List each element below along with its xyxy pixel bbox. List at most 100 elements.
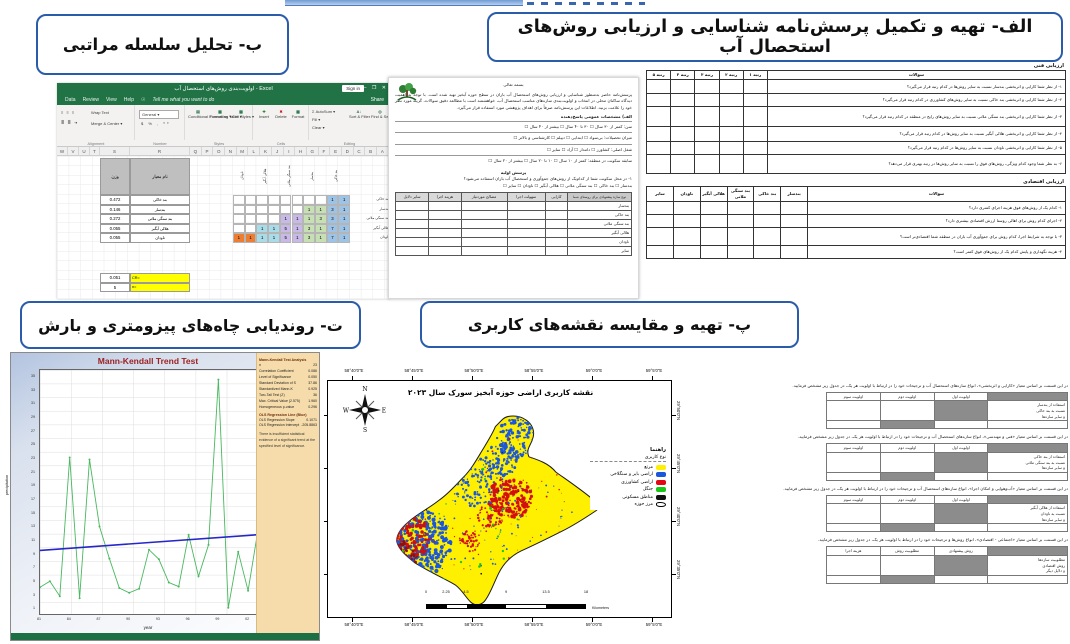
- answer-cell[interactable]: [753, 201, 782, 216]
- empty-cell[interactable]: [987, 574, 1068, 584]
- empty-cell[interactable]: [506, 210, 546, 221]
- empty-cell[interactable]: [506, 219, 546, 230]
- matrix-cell[interactable]: [233, 223, 245, 233]
- answer-cell[interactable]: [780, 214, 808, 229]
- empty-cell[interactable]: [879, 451, 935, 473]
- answer-cell[interactable]: [780, 227, 808, 247]
- align-icons[interactable]: ≡ ≡ ≡: [61, 110, 76, 115]
- matrix-cell[interactable]: [279, 204, 292, 214]
- empty-cell[interactable]: [544, 246, 569, 257]
- number-format-dropdown[interactable]: General ▾: [139, 110, 179, 119]
- matrix-cell[interactable]: 1: [268, 233, 280, 243]
- empty-cell[interactable]: [394, 201, 430, 212]
- empty-cell[interactable]: [544, 201, 569, 212]
- answer-cell[interactable]: [718, 154, 744, 175]
- answer-cell[interactable]: [780, 245, 808, 260]
- matrix-cell[interactable]: [268, 214, 280, 224]
- matrix-cell[interactable]: [268, 204, 280, 214]
- empty-cell[interactable]: [394, 210, 430, 221]
- column-header-G[interactable]: G: [307, 147, 319, 155]
- empty-cell[interactable]: [506, 201, 546, 212]
- empty-cell[interactable]: [460, 228, 508, 239]
- empty-cell[interactable]: [394, 228, 430, 239]
- column-header-Q[interactable]: Q: [190, 147, 202, 155]
- answer-cell[interactable]: [718, 93, 744, 108]
- number-format-icons[interactable]: $ % , ⁰⁰: [141, 121, 171, 126]
- matrix-cell[interactable]: 1: [291, 233, 304, 243]
- empty-cell[interactable]: [428, 237, 462, 248]
- empty-cell[interactable]: [544, 228, 569, 239]
- answer-cell[interactable]: [694, 154, 720, 175]
- empty-cell[interactable]: [826, 451, 881, 473]
- weight-value-cell[interactable]: 0.055: [100, 223, 130, 233]
- empty-cell[interactable]: [544, 219, 569, 230]
- empty-cell[interactable]: [879, 554, 935, 576]
- empty-cell[interactable]: [933, 420, 989, 430]
- answer-cell[interactable]: [780, 201, 808, 216]
- tab-data[interactable]: Data: [65, 97, 76, 103]
- empty-cell[interactable]: [506, 237, 546, 248]
- empty-cell[interactable]: [428, 228, 462, 239]
- answer-cell[interactable]: [718, 106, 744, 128]
- matrix-cell[interactable]: 5: [279, 223, 292, 233]
- empty-cell[interactable]: [987, 471, 1068, 481]
- column-header-K[interactable]: K: [260, 147, 272, 155]
- matrix-cell[interactable]: 1: [338, 195, 350, 205]
- matrix-cell[interactable]: [233, 195, 245, 205]
- answer-cell[interactable]: [699, 227, 728, 247]
- criteria-name-cell[interactable]: هلالی آبگیر: [130, 223, 190, 233]
- answer-cell[interactable]: [753, 245, 782, 260]
- matrix-cell[interactable]: [256, 204, 269, 214]
- column-header-T[interactable]: T: [90, 147, 100, 155]
- filled-cell[interactable]: [933, 554, 989, 576]
- answer-cell[interactable]: [718, 126, 744, 143]
- filled-cell[interactable]: [933, 451, 989, 473]
- sign-in-button[interactable]: Sign in: [342, 85, 364, 92]
- empty-cell[interactable]: [933, 523, 989, 533]
- form-row[interactable]: شغل اصلی: کشاورز ☐ دامدار ☐ آزاد ☐ سایر …: [395, 143, 632, 156]
- filled-cell[interactable]: [879, 574, 935, 584]
- column-header-D[interactable]: D: [342, 147, 354, 155]
- answer-cell[interactable]: [726, 201, 755, 216]
- answer-cell[interactable]: [672, 245, 701, 260]
- criteria-name-cell[interactable]: بند سنگی ملاتی: [130, 214, 190, 224]
- empty-cell[interactable]: [933, 574, 989, 584]
- matrix-cell[interactable]: [279, 195, 292, 205]
- column-header-L[interactable]: L: [248, 147, 261, 155]
- criteria-name-cell[interactable]: بند خاکی: [130, 195, 190, 205]
- spreadsheet-grid[interactable]: وزن نام معیار 0.472 بند خاکی 0.146 بندسار 0.27…: [57, 156, 390, 299]
- matrix-cell[interactable]: 1: [326, 195, 339, 205]
- tab-review[interactable]: Review: [82, 97, 99, 103]
- answer-cell[interactable]: [753, 227, 782, 247]
- matrix-cell[interactable]: 3: [314, 214, 327, 224]
- filled-cell[interactable]: [879, 523, 935, 533]
- answer-cell[interactable]: [646, 227, 674, 247]
- matrix-cell[interactable]: 7: [326, 223, 339, 233]
- empty-cell[interactable]: [826, 554, 881, 576]
- column-header-N[interactable]: N: [225, 147, 237, 155]
- tab-view[interactable]: View: [105, 97, 117, 103]
- answer-cell[interactable]: [742, 126, 768, 143]
- matrix-cell[interactable]: 1: [233, 233, 245, 243]
- delete-cells-button[interactable]: ✖ Delete: [275, 109, 287, 119]
- column-header-J[interactable]: J: [272, 147, 284, 155]
- wrap-text-button[interactable]: Wrap Text: [91, 110, 109, 115]
- matrix-cell[interactable]: [244, 204, 257, 214]
- window-controls[interactable]: — ❐ ✕: [361, 85, 388, 91]
- empty-cell[interactable]: [506, 246, 546, 257]
- empty-cell[interactable]: [460, 210, 508, 221]
- answer-cell[interactable]: [670, 141, 696, 156]
- answer-cell[interactable]: [718, 141, 744, 156]
- answer-cell[interactable]: [670, 154, 696, 175]
- column-header-E[interactable]: E: [330, 147, 342, 155]
- answer-cell[interactable]: [645, 93, 672, 108]
- empty-cell[interactable]: [394, 246, 430, 257]
- empty-cell[interactable]: [460, 246, 508, 257]
- matrix-cell[interactable]: [291, 195, 304, 205]
- fill-button[interactable]: Fill ▾: [312, 117, 321, 122]
- answer-cell[interactable]: [753, 214, 782, 229]
- indent-icons[interactable]: ≣ ≣ ⇥: [61, 120, 79, 125]
- empty-cell[interactable]: [544, 210, 569, 221]
- answer-cell[interactable]: [645, 126, 672, 143]
- matrix-cell[interactable]: 1: [256, 233, 269, 243]
